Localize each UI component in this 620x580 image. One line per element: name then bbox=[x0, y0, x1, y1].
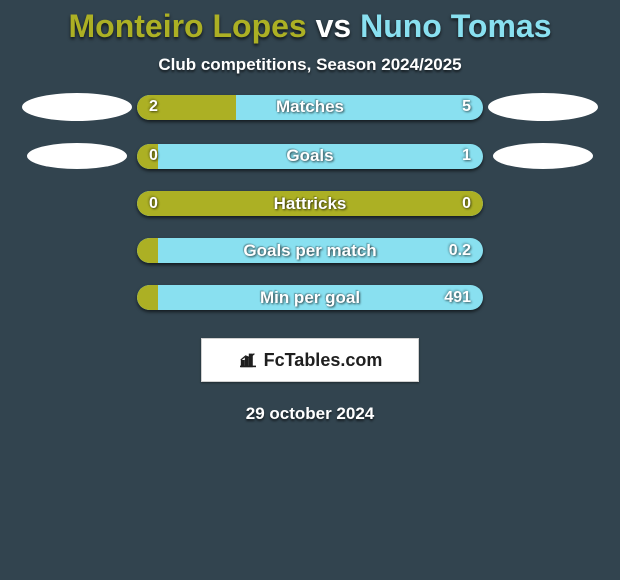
stat-bar-cell: 25Matches bbox=[137, 95, 483, 120]
stat-row: 0.2Goals per match bbox=[0, 238, 620, 263]
player2-value: 0 bbox=[450, 191, 483, 216]
vs-separator: vs bbox=[316, 8, 352, 44]
stat-label: Goals bbox=[137, 144, 483, 169]
player1-marker-ellipse bbox=[22, 93, 132, 121]
footer-area: FcTables.com 29 october 2024 bbox=[0, 332, 620, 424]
stat-row: 00Hattricks bbox=[0, 191, 620, 216]
player1-segment bbox=[137, 191, 483, 216]
player2-marker-ellipse bbox=[488, 93, 598, 121]
player2-value: 1 bbox=[450, 144, 483, 169]
stat-row: 25Matches bbox=[0, 93, 620, 121]
left-ellipse-cell bbox=[17, 143, 137, 169]
player1-marker-ellipse bbox=[27, 143, 127, 169]
player2-value: 5 bbox=[450, 95, 483, 120]
left-ellipse-cell bbox=[17, 93, 137, 121]
right-ellipse-cell bbox=[483, 143, 603, 169]
stat-row: 491Min per goal bbox=[0, 285, 620, 310]
stat-bar: 491Min per goal bbox=[137, 285, 483, 310]
stat-bar-cell: 491Min per goal bbox=[137, 285, 483, 310]
player2-value: 491 bbox=[432, 285, 483, 310]
stat-bar: 00Hattricks bbox=[137, 191, 483, 216]
stat-bar: 0 1Goals bbox=[137, 144, 483, 169]
stat-label: Min per goal bbox=[137, 285, 483, 310]
title-row: Monteiro Lopes vs Nuno Tomas bbox=[0, 0, 620, 49]
stat-rows: 25Matches01Goals00Hattricks0.2Goals per … bbox=[0, 93, 620, 310]
stat-bar-cell: 0 1Goals bbox=[137, 144, 483, 169]
player1-segment bbox=[137, 285, 158, 310]
player1-segment bbox=[137, 238, 158, 263]
stat-bar-cell: 00Hattricks bbox=[137, 191, 483, 216]
vs-title: Monteiro Lopes vs Nuno Tomas bbox=[0, 8, 620, 45]
bar-chart-icon bbox=[238, 352, 258, 368]
stat-bar: 25Matches bbox=[137, 95, 483, 120]
player1-value: 2 bbox=[137, 95, 170, 120]
player2-value: 0.2 bbox=[437, 238, 483, 263]
comparison-infographic: Monteiro Lopes vs Nuno Tomas Club compet… bbox=[0, 0, 620, 424]
footer-date: 29 october 2024 bbox=[0, 382, 620, 424]
stat-bar-cell: 0.2Goals per match bbox=[137, 238, 483, 263]
stat-row: 0 1Goals bbox=[0, 143, 620, 169]
watermark: FcTables.com bbox=[201, 338, 419, 382]
stat-bar: 0.2Goals per match bbox=[137, 238, 483, 263]
player1-value: 0 bbox=[137, 144, 170, 169]
player1-name: Monteiro Lopes bbox=[69, 8, 307, 44]
player2-name: Nuno Tomas bbox=[360, 8, 551, 44]
watermark-text: FcTables.com bbox=[264, 350, 383, 371]
player1-value: 0 bbox=[137, 191, 170, 216]
player2-marker-ellipse bbox=[493, 143, 593, 169]
stat-label: Goals per match bbox=[137, 238, 483, 263]
right-ellipse-cell bbox=[483, 93, 603, 121]
subtitle: Club competitions, Season 2024/2025 bbox=[0, 49, 620, 93]
